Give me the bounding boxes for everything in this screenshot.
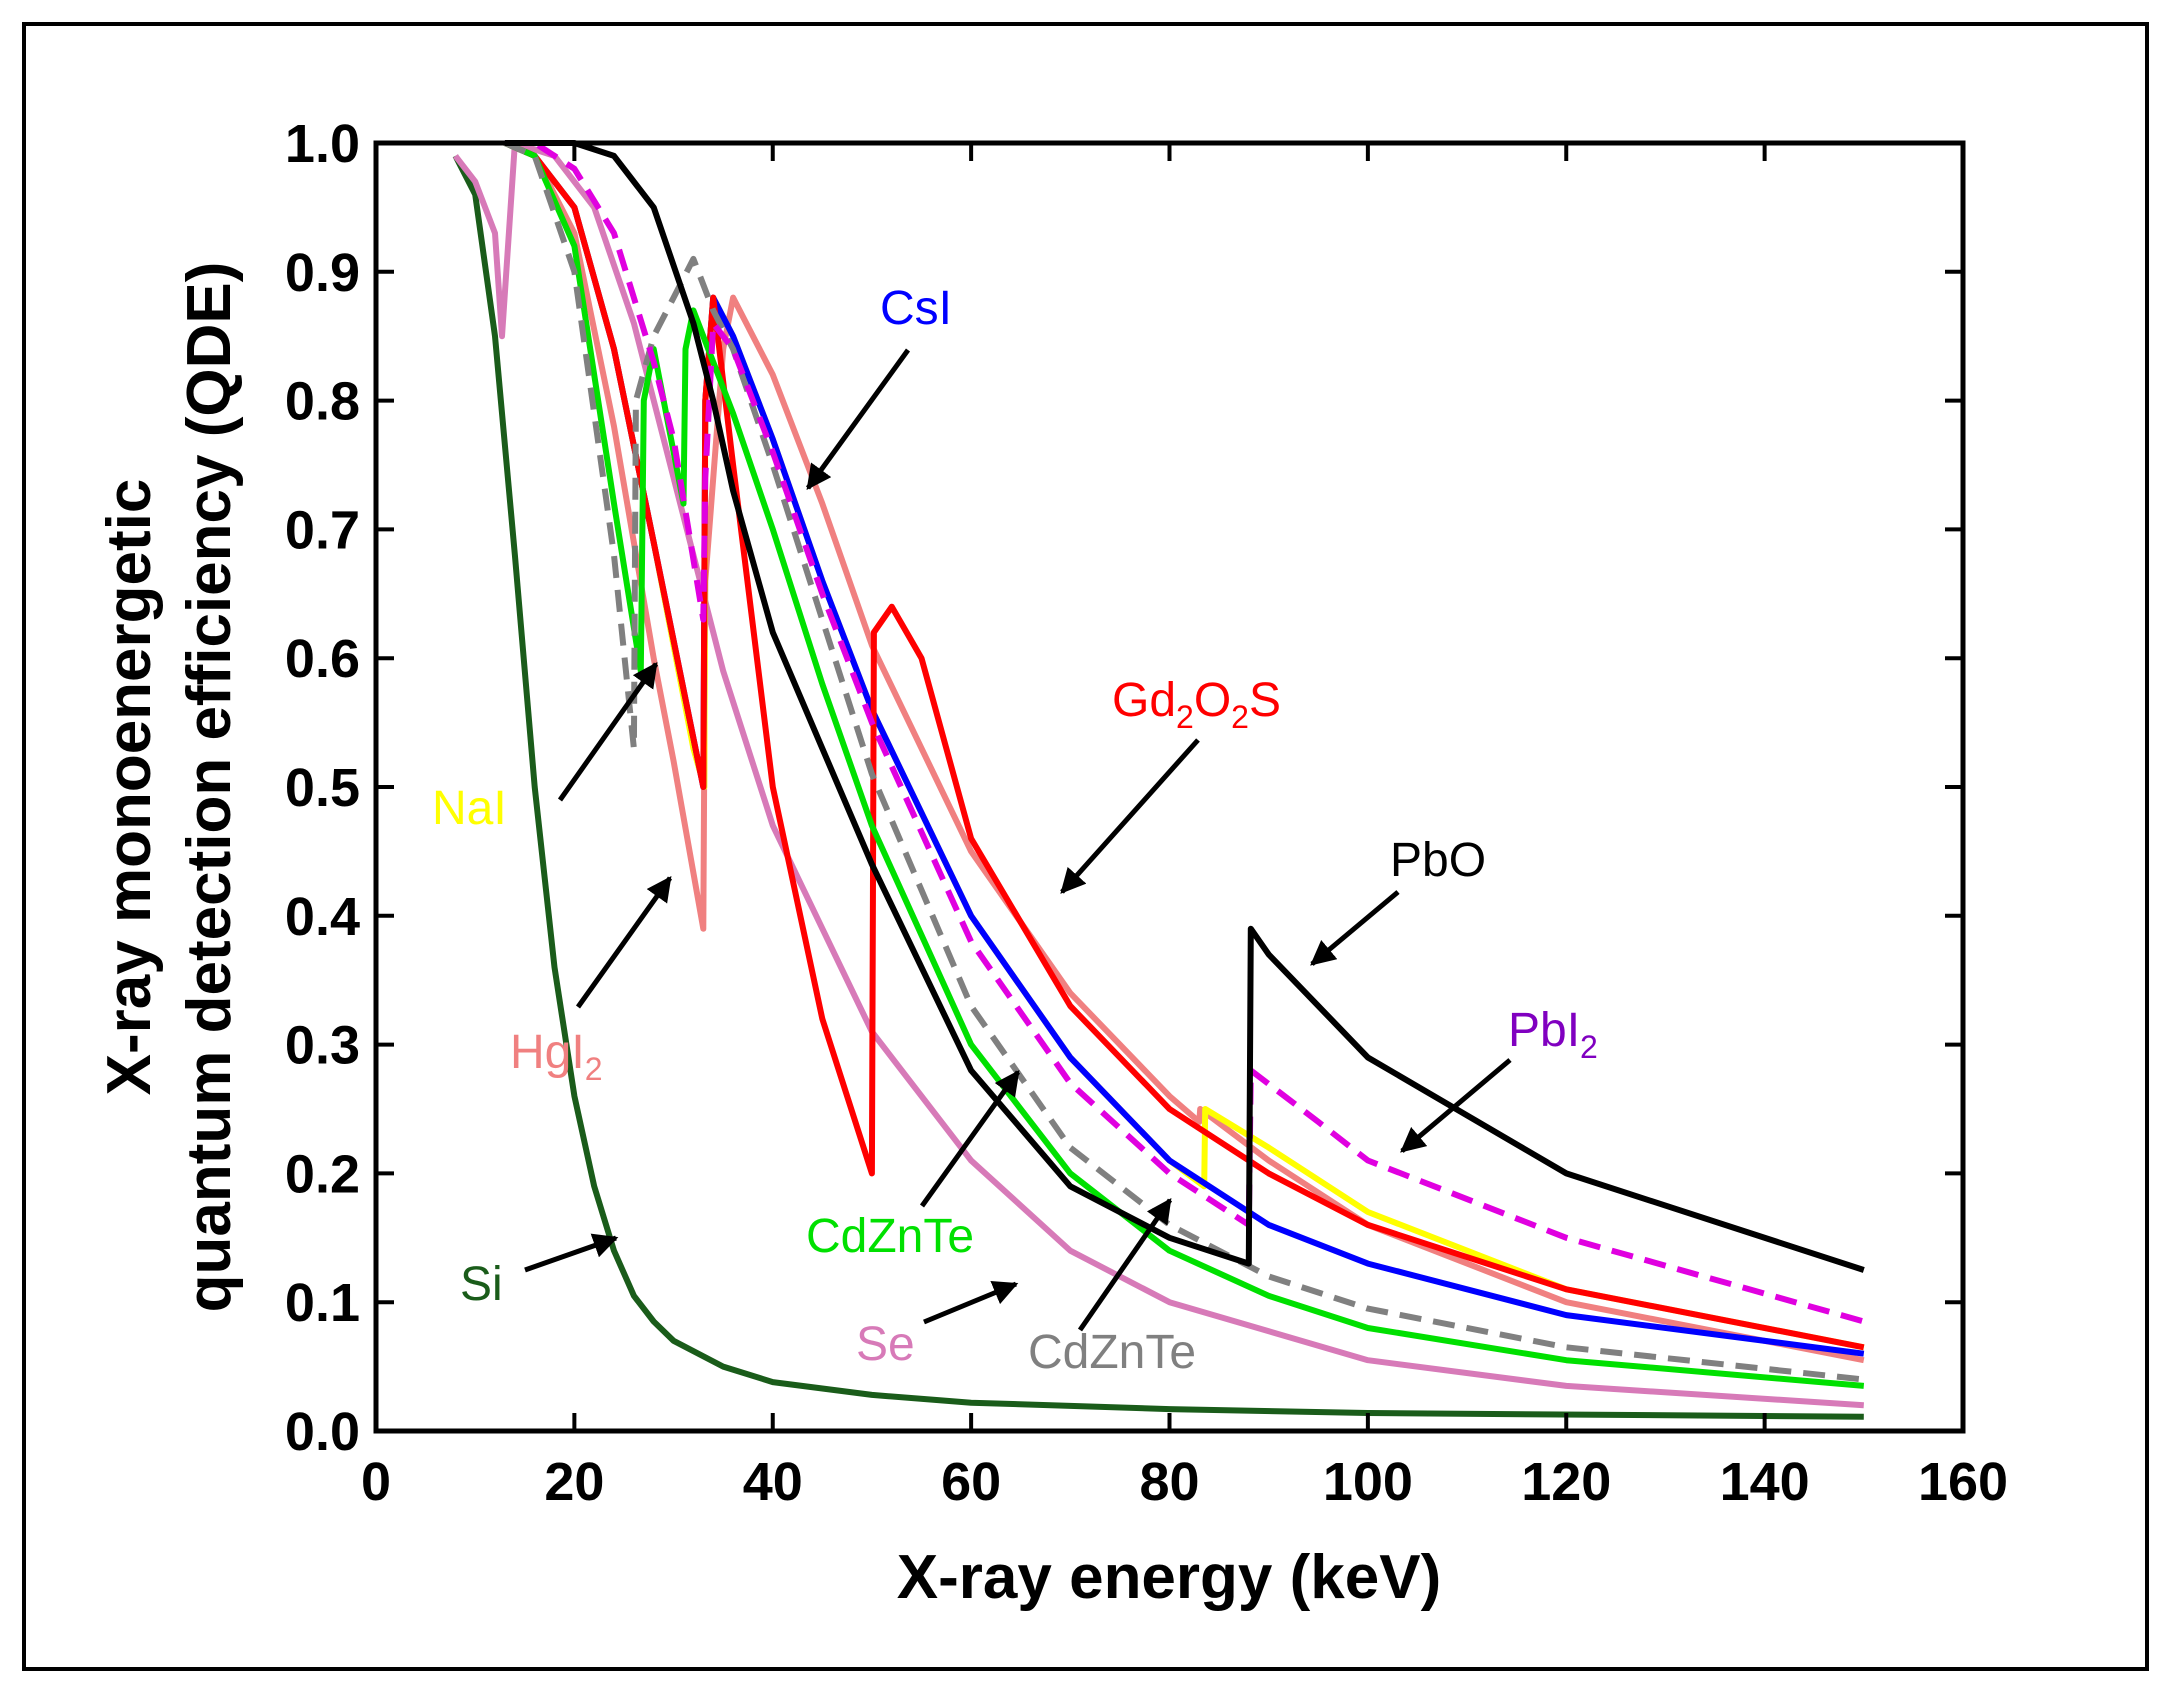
annotation-arrows — [524, 348, 1512, 1332]
x-tick-label: 0 — [361, 1452, 391, 1512]
arrow-gd2o2s — [1060, 738, 1200, 894]
y-tick-label: 0.9 — [285, 243, 360, 303]
label-pbo: PbO — [1390, 834, 1486, 887]
y-tick-label: 0.6 — [285, 629, 360, 689]
y-axis-title-line1: X-ray monoenergetic — [95, 479, 164, 1096]
y-tick-label: 0.4 — [285, 887, 360, 947]
y-tick-label: 0.3 — [285, 1016, 360, 1076]
x-tick-label: 60 — [941, 1452, 1001, 1512]
arrow-se — [923, 1281, 1019, 1325]
x-tick-label: 140 — [1720, 1452, 1810, 1512]
series-line-hgi2 — [503, 140, 1865, 1364]
arrow-pbi2 — [1400, 1058, 1512, 1153]
figure-frame — [22, 22, 2149, 1671]
ticks-layer: 0 20 40 60 80 100 120 140 160 0.0 0.1 0.2 0.3 0.4 0.5 0… — [285, 114, 2008, 1512]
x-tick-label: 80 — [1139, 1452, 1199, 1512]
y-tick-label: 0.0 — [285, 1402, 360, 1462]
label-cdznte-gray: CdZnTe — [1028, 1326, 1196, 1379]
series-layer — [452, 140, 1865, 1420]
arrow-csi — [805, 348, 911, 491]
arrow-si — [524, 1233, 619, 1273]
y-tick-label: 0.2 — [285, 1144, 360, 1204]
label-se: Se — [856, 1318, 915, 1371]
x-tick-label: 160 — [1918, 1452, 2008, 1512]
y-tick-label: 0.5 — [285, 758, 360, 818]
label-hgi2: HgI2 — [510, 1026, 603, 1087]
series-line-si — [452, 154, 1864, 1420]
x-tick-label: 20 — [544, 1452, 604, 1512]
y-tick-label: 0.1 — [285, 1273, 360, 1333]
y-axis-title-line2: quantum detection efficiency (QDE) — [175, 262, 244, 1313]
label-csi: CsI — [880, 282, 952, 335]
y-tick-label: 1.0 — [285, 114, 360, 174]
series-line-pbo — [504, 140, 1865, 1273]
arrow-cdznte-gray — [1077, 1197, 1173, 1332]
x-axis-title: X-ray energy (keV) — [897, 1543, 1441, 1612]
label-si: Si — [460, 1258, 503, 1311]
label-pbi2: PbI2 — [1508, 1004, 1598, 1065]
arrow-pbo — [1310, 890, 1400, 966]
label-nai: NaI — [432, 782, 507, 835]
x-tick-label: 40 — [743, 1452, 803, 1512]
x-tick-label: 100 — [1323, 1452, 1413, 1512]
label-cdznte-green: CdZnTe — [806, 1210, 974, 1263]
label-gd2o2s: Gd2O2S — [1112, 674, 1281, 735]
series-line-cdznte-dashed — [503, 140, 1865, 1383]
x-tick-label: 120 — [1521, 1452, 1611, 1512]
series-line-se — [453, 140, 1864, 1409]
y-tick-label: 0.8 — [285, 372, 360, 432]
series-line-pbi2 — [504, 140, 1865, 1325]
arrow-nai — [557, 661, 659, 802]
y-tick-label: 0.7 — [285, 500, 360, 560]
arrow-cdznte-green — [919, 1069, 1021, 1208]
arrow-hgi2 — [575, 875, 673, 1009]
